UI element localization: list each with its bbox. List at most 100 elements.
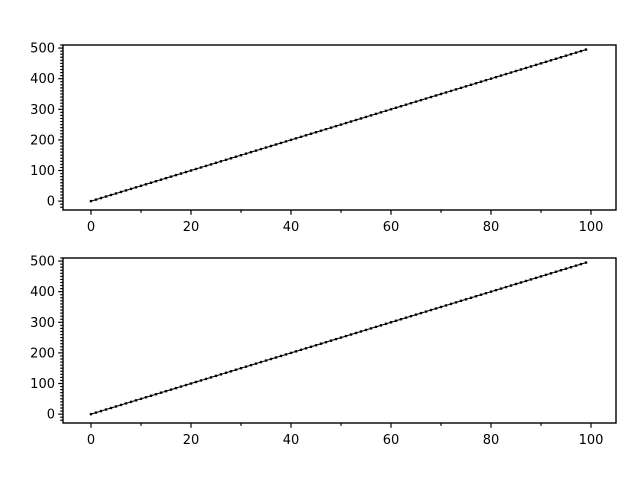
data-point-marker (369, 327, 373, 330)
y-tick-label: 400 (30, 285, 55, 300)
data-point-marker (529, 278, 533, 281)
data-point-marker (204, 377, 208, 381)
data-point-marker (484, 292, 488, 295)
data-point-marker (444, 304, 448, 307)
data-point-marker (419, 311, 423, 315)
data-point-marker (404, 316, 408, 319)
data-point-marker (554, 270, 558, 273)
line-series (90, 49, 587, 202)
data-point-marker (524, 66, 528, 70)
data-point-marker (379, 111, 383, 114)
data-point-marker (169, 175, 173, 178)
data-point-marker (219, 160, 223, 163)
data-point-marker (184, 383, 188, 387)
data-point-marker (89, 412, 93, 416)
data-point-marker (209, 376, 213, 379)
data-point-marker (159, 391, 163, 394)
data-point-marker (349, 120, 353, 123)
data-point-marker (434, 307, 438, 310)
data-point-marker (249, 363, 253, 367)
data-point-marker (449, 89, 453, 93)
data-point-marker (529, 65, 533, 68)
data-point-marker (399, 105, 403, 108)
data-point-marker (329, 126, 333, 129)
data-point-marker (114, 192, 118, 195)
data-point-marker (139, 397, 143, 401)
data-point-marker (294, 137, 298, 140)
data-point-marker (144, 183, 148, 186)
data-point-marker (509, 284, 513, 287)
data-point-marker (124, 189, 128, 192)
y-tick-label: 400 (30, 72, 55, 87)
data-point-marker (234, 368, 238, 371)
y-tick-label: 300 (30, 316, 55, 331)
data-point-marker (474, 295, 478, 298)
data-point-marker (479, 293, 483, 296)
data-point-marker (284, 353, 288, 356)
data-point-marker (154, 393, 158, 396)
data-point-marker (499, 74, 503, 77)
data-point-marker (314, 344, 318, 347)
x-tick-label: 100 (579, 220, 604, 235)
data-point-marker (524, 279, 528, 283)
data-point-marker (424, 97, 428, 100)
data-point-marker (399, 318, 403, 321)
data-point-marker (239, 154, 243, 157)
data-point-marker (109, 193, 113, 197)
x-tick-label: 20 (183, 220, 200, 235)
data-point-marker (569, 265, 573, 269)
data-point-marker (344, 334, 348, 338)
data-point-marker (464, 298, 468, 301)
data-point-marker (329, 339, 333, 342)
data-point-marker (429, 308, 433, 312)
data-point-marker (274, 356, 278, 359)
data-point-marker (134, 186, 138, 189)
x-tick-label: 80 (483, 220, 500, 235)
data-point-marker (489, 290, 493, 293)
data-point-marker (294, 350, 298, 353)
data-point-marker (289, 138, 293, 142)
data-point-marker (414, 100, 418, 103)
x-tick-label: 100 (579, 433, 604, 448)
data-point-marker (109, 406, 113, 410)
data-point-marker (584, 261, 588, 264)
data-point-marker (414, 313, 418, 316)
data-point-marker (474, 82, 478, 85)
data-point-marker (184, 170, 188, 174)
data-point-marker (174, 386, 178, 390)
data-point-marker (209, 163, 213, 166)
data-point-marker (319, 342, 323, 345)
data-point-marker (149, 181, 153, 184)
data-point-marker (314, 131, 318, 134)
data-point-marker (119, 190, 123, 194)
data-point-marker (279, 354, 283, 358)
data-point-marker (169, 388, 173, 391)
data-point-marker (189, 382, 193, 385)
data-point-marker (479, 80, 483, 83)
data-point-marker (289, 351, 293, 355)
data-point-marker (104, 408, 108, 411)
data-point-marker (574, 51, 578, 54)
data-point-marker (179, 385, 183, 388)
subplot-2: 0 20 40 60 80 100 0 100 200 300 400 500 (30, 255, 617, 448)
data-point-marker (324, 127, 328, 131)
x-tick-label: 40 (283, 220, 300, 235)
axes-frame (62, 257, 617, 424)
data-point-marker (579, 262, 583, 266)
data-point-marker (574, 264, 578, 267)
x-tick-label: 0 (87, 220, 95, 235)
data-point-marker (564, 267, 568, 270)
data-point-marker (334, 124, 338, 128)
data-point-marker (419, 98, 423, 102)
data-point-marker (454, 88, 458, 91)
data-point-marker (104, 195, 108, 198)
data-point-marker (554, 57, 558, 60)
data-point-marker (494, 75, 498, 79)
y-tick-label: 0 (47, 408, 55, 423)
data-point-marker (379, 324, 383, 327)
data-point-marker (539, 62, 543, 65)
data-point-marker (264, 146, 268, 149)
y-tick-label: 100 (30, 164, 55, 179)
x-tick-label: 0 (87, 433, 95, 448)
